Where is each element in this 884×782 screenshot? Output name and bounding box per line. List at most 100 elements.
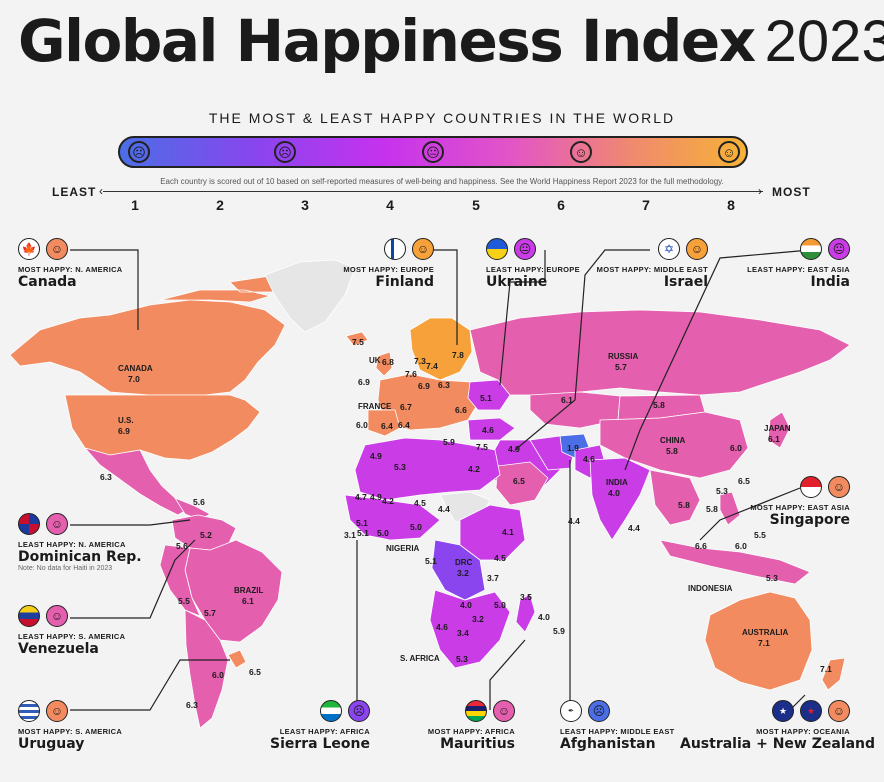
country-argentina-chile — [184, 609, 229, 729]
country-value: 6.9 — [358, 377, 370, 387]
country-value: 3.1 — [344, 530, 356, 540]
callout-country: Sierra Leone — [270, 736, 371, 752]
country-value: 6.5 — [738, 476, 750, 486]
map-label-australia: AUSTRALIA — [742, 628, 789, 637]
callout-caption: LEAST HAPPY: N. AMERICA — [18, 540, 126, 549]
map-value-india: 4.0 — [608, 488, 620, 498]
callout-caption: LEAST HAPPY: S. AMERICA — [18, 632, 126, 641]
country-value: 6.4 — [381, 421, 393, 431]
smile-face-icon: ☺ — [46, 605, 68, 627]
country-value: 5.1 — [357, 528, 369, 538]
callout-venezuela: ☺ LEAST HAPPY: S. AMERICA Venezuela — [18, 605, 125, 657]
callout-singapore: ☺ MOST HAPPY: EAST ASIA Singapore — [740, 476, 850, 528]
country-australia — [704, 591, 813, 691]
country-value: 7.5 — [352, 337, 364, 347]
country-value: 4.0 — [460, 600, 472, 610]
method-note: Each country is scored out of 10 based o… — [160, 177, 724, 186]
country-southern-africa — [429, 589, 511, 669]
country-value: 4.4 — [438, 504, 450, 514]
country-value: 5.6 — [193, 497, 205, 507]
scale-tick: 4 — [386, 197, 394, 213]
callout-afghanistan: ✒ ☹ LEAST HAPPY: MIDDLE EAST Afghanistan — [560, 700, 675, 752]
country-new-zealand — [821, 657, 846, 691]
country-uruguay — [227, 649, 247, 669]
map-value-canada: 7.0 — [128, 374, 140, 384]
country-value: 5.9 — [443, 437, 455, 447]
country-value: 6.0 — [212, 670, 224, 680]
country-value: 5.8 — [678, 500, 690, 510]
country-value: 5.0 — [377, 528, 389, 538]
country-value: 1.9 — [567, 443, 579, 453]
country-iberia — [367, 409, 401, 437]
map-value-us: 6.9 — [118, 426, 130, 436]
map-label-uk: UK — [369, 356, 381, 365]
scale-tick: 6 — [557, 197, 565, 213]
country-value: 6.3 — [186, 700, 198, 710]
country-value: 4.1 — [502, 527, 514, 537]
map-value-drc: 3.2 — [457, 568, 469, 578]
smile-face-icon: ☺ — [46, 238, 68, 260]
world-map — [9, 249, 851, 729]
sad-face-icon: ☹ — [348, 700, 370, 722]
callout-aunz: ★ ★ ☺ MOST HAPPY: OCEANIA Australia + New … — [680, 700, 876, 752]
map-label-drc: DRC — [455, 558, 473, 567]
country-value: 7.8 — [452, 350, 464, 360]
country-value: 6.9 — [418, 381, 430, 391]
country-value: 4.4 — [628, 523, 640, 533]
country-value: 4.4 — [568, 516, 580, 526]
grin-face-icon: ☺ — [412, 238, 434, 260]
new-zealand-flag-icon: ★ — [800, 700, 822, 722]
callout-country: Afghanistan — [560, 736, 656, 752]
mauritius-flag-icon — [465, 700, 487, 722]
country-value: 5.5 — [178, 596, 190, 606]
country-value: 5.3 — [456, 654, 468, 664]
country-value: 5.1 — [480, 393, 492, 403]
country-value: 6.0 — [735, 541, 747, 551]
country-india — [589, 457, 651, 541]
country-value: 3.2 — [472, 614, 484, 624]
callout-caption: MOST HAPPY: EAST ASIA — [750, 503, 850, 512]
callout-caption: MOST HAPPY: S. AMERICA — [18, 727, 123, 736]
scale-tick: 5 — [472, 197, 480, 213]
callout-caption: LEAST HAPPY: EAST ASIA — [747, 265, 850, 274]
callout-country: Uruguay — [18, 736, 85, 752]
map-label-safrica: S. AFRICA — [400, 654, 440, 663]
map-label-china: CHINA — [660, 436, 686, 445]
israel-flag-icon: ✡ — [658, 238, 680, 260]
callout-caption: LEAST HAPPY: MIDDLE EAST — [560, 727, 675, 736]
map-value-china: 5.8 — [666, 446, 678, 456]
country-central-africa — [431, 539, 486, 601]
country-value: 6.0 — [356, 420, 368, 430]
country-value: 6.0 — [730, 443, 742, 453]
country-uk — [375, 351, 393, 377]
dominican-flag-icon — [18, 513, 40, 535]
page-title: Global Happiness Index 2023 — [18, 12, 884, 71]
callout-caption: MOST HAPPY: N. AMERICA — [18, 265, 123, 274]
country-value: 3.7 — [487, 573, 499, 583]
smile-face-icon: ☺ — [493, 700, 515, 722]
scale-tick: 8 — [727, 197, 735, 213]
callout-country: Mauritius — [440, 736, 515, 752]
callout-caption: MOST HAPPY: AFRICA — [427, 727, 515, 736]
country-value: 5.3 — [766, 573, 778, 583]
country-value: 5.8 — [706, 504, 718, 514]
country-value: 6.6 — [695, 541, 707, 551]
country-saudi — [495, 461, 549, 506]
smile-face-icon: ☺ — [828, 476, 850, 498]
callout-country: Israel — [663, 274, 708, 290]
canada-flag-icon: 🍁 — [18, 238, 40, 260]
australia-flag-icon: ★ — [772, 700, 794, 722]
country-value: 4.6 — [482, 425, 494, 435]
country-value: 4.2 — [382, 496, 394, 506]
angry-face-icon: ☹ — [128, 141, 150, 163]
country-value: 4.6 — [583, 454, 595, 464]
map-value-japan: 6.1 — [768, 434, 780, 444]
callout-country: Australia + New Zealand — [680, 736, 876, 752]
country-nordics — [409, 317, 473, 381]
scale-tick: 1 — [131, 197, 139, 213]
scale-tick: 3 — [301, 197, 309, 213]
country-value: 5.1 — [425, 556, 437, 566]
axis-arrow-left-icon: ‹ — [99, 184, 103, 198]
callout-ukraine: 😐 LEAST HAPPY: EUROPE Ukraine — [486, 238, 580, 290]
title-year: 2023 — [764, 9, 884, 74]
